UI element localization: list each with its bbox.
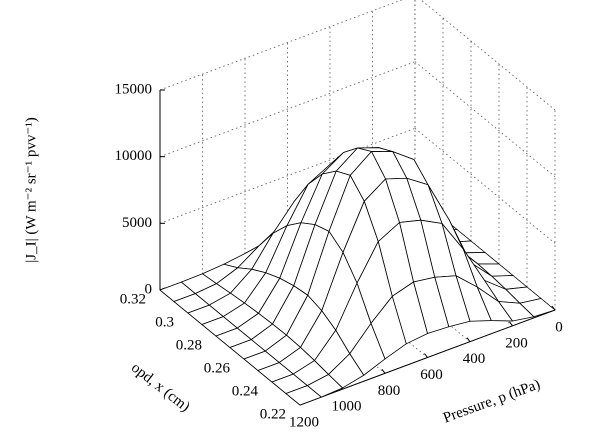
grid-line [159,0,403,91]
x-tick-label: 0.26 [204,360,231,376]
z-tick-label: 10000 [115,148,153,164]
z-tick-label: 0 [145,281,153,297]
y-tick-label: 400 [463,351,486,367]
x-tick-label: 0.3 [155,314,174,330]
y-axis-label: Pressure, p (hPa) [441,376,542,426]
y-tick-label: 1000 [332,399,362,415]
tick-mark [466,337,471,342]
y-tick-label: 600 [420,367,443,383]
y-tick-label: 800 [378,383,401,399]
tick-mark [381,369,386,374]
grid-line [159,61,416,158]
grid-line [159,127,416,224]
tick-mark [424,353,428,358]
y-tick-label: 0 [555,319,563,335]
x-tick-label: 0.24 [232,383,259,399]
x-axis-label: opd, x (cm) [128,360,193,415]
surface-patch [285,385,322,406]
grid-line [414,128,556,244]
x-tick-label: 0.22 [260,406,286,422]
grid-line [414,61,556,177]
y-tick-label: 200 [505,335,528,351]
z-tick-label: 15000 [115,81,153,97]
tick-mark [509,321,513,327]
y-tick-label: 1200 [289,414,319,430]
x-tick-label: 0.32 [120,291,146,307]
z-tick-label: 5000 [122,215,152,231]
grid-line [420,0,556,111]
x-tick-label: 0.28 [176,337,202,353]
z-axis-label: |J_I| (W m⁻² sr⁻¹ pvv⁻¹) [23,117,39,262]
